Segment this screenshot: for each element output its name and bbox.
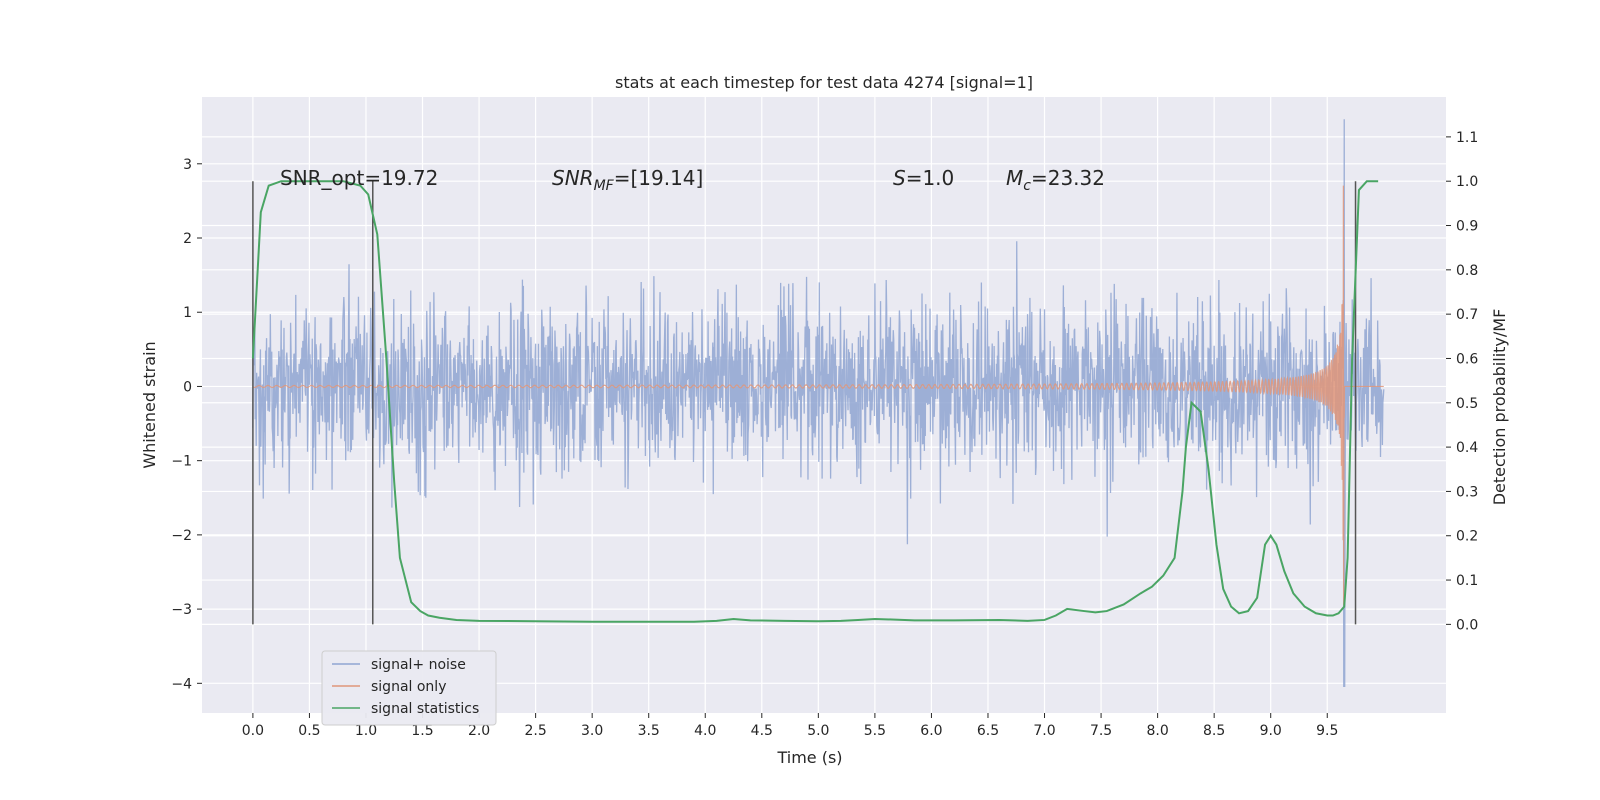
- y-tick-label-right: 0.2: [1456, 529, 1478, 545]
- x-tick-label: 1.5: [411, 723, 433, 739]
- annotations: SNR_opt=19.72 SNRMF=[19.14] S=1.0 Mc=23.…: [280, 166, 1105, 194]
- x-axis-label: Time (s): [776, 748, 842, 767]
- y-tick-label-right: 0.5: [1456, 396, 1478, 412]
- y-tick-label-right: 0.0: [1456, 617, 1478, 633]
- x-tick-label: 3.5: [638, 723, 660, 739]
- x-tick-label: 4.0: [694, 723, 716, 739]
- x-tick-label: 9.5: [1316, 723, 1338, 739]
- y-tick-label-left: 0: [183, 379, 192, 395]
- x-tick-label: 0.5: [298, 723, 320, 739]
- data-layer: [251, 119, 1385, 688]
- x-tick-label: 4.5: [751, 723, 773, 739]
- legend-box: [321, 650, 497, 726]
- y-tick-label-left: 3: [183, 157, 192, 173]
- y-tick-label-left: 2: [183, 231, 192, 247]
- legend-label-signal-statistics: signal statistics: [371, 701, 479, 717]
- y-tick-label-left: −2: [171, 528, 192, 544]
- x-tick-label: 7.5: [1090, 723, 1112, 739]
- x-tick-label: 6.5: [977, 723, 999, 739]
- y-tick-label-right: 0.7: [1456, 307, 1478, 323]
- x-tick-label: 6.0: [920, 723, 942, 739]
- x-tick-label: 2.5: [524, 723, 546, 739]
- x-tick-label: 8.0: [1146, 723, 1168, 739]
- y-tick-label-right: 0.1: [1456, 573, 1478, 589]
- y-tick-label-left: 1: [183, 305, 192, 321]
- signal-only-series: [252, 185, 1384, 606]
- y-tick-label-left: −4: [171, 676, 192, 692]
- annotation-snr-mf-label: SNR: [552, 166, 594, 190]
- x-tick-label: 3.0: [581, 723, 603, 739]
- legend: signal+ noise signal only signal statist…: [321, 650, 497, 726]
- y-tick-label-right: 0.9: [1456, 219, 1478, 235]
- annotation-snr-mf-sub: MF: [594, 178, 615, 194]
- annotation-snr-mf-value: =[19.14]: [614, 166, 704, 190]
- signal-only-line: [252, 185, 1384, 606]
- y-axis-label-right: Detection probability/MF: [1490, 309, 1509, 506]
- x-tick-label: 5.0: [807, 723, 829, 739]
- y-tick-label-left: −3: [171, 602, 192, 618]
- y-tick-label-right: 0.8: [1456, 263, 1478, 279]
- annotation-mc-value: =23.32: [1031, 166, 1105, 190]
- annotation-snr-opt: SNR_opt=19.72: [280, 166, 438, 190]
- y-tick-label-right: 0.6: [1456, 351, 1478, 367]
- legend-label-signal-noise: signal+ noise: [371, 657, 466, 673]
- x-tick-label: 2.0: [468, 723, 490, 739]
- x-tick-label: 7.0: [1033, 723, 1055, 739]
- legend-label-signal-only: signal only: [371, 679, 446, 695]
- signal-statistics-line: [251, 180, 1379, 623]
- x-tick-label: 1.0: [355, 723, 377, 739]
- noise-series: [252, 119, 1385, 688]
- signal-statistics-series: [251, 180, 1379, 623]
- y-tick-label-right: 0.4: [1456, 440, 1478, 456]
- annotation-s-label: S: [893, 166, 906, 190]
- y-tick-label-left: −1: [171, 454, 192, 470]
- axis-layer: 0.0 0.5 1.0 1.5 2.0 2.5 3.0 3.5 4.0 4.5 5.0 5.5 6.0 6…: [171, 130, 1478, 739]
- x-tick-label: 5.5: [864, 723, 886, 739]
- y-axis-label-left: Whitened strain: [140, 341, 159, 468]
- y-tick-label-right: 0.3: [1456, 484, 1478, 500]
- y-tick-label-right: 1.0: [1456, 174, 1478, 190]
- annotation-mc-sub: c: [1023, 178, 1031, 194]
- annotation-s: S=1.0: [893, 166, 954, 190]
- x-tick-label: 0.0: [242, 723, 264, 739]
- annotation-mc: Mc=23.32: [1006, 166, 1105, 194]
- x-tick-label: 9.0: [1260, 723, 1282, 739]
- y-tick-label-right: 1.1: [1456, 130, 1478, 146]
- annotation-snr-mf: SNRMF=[19.14]: [552, 166, 703, 194]
- annotation-s-value: =1.0: [906, 166, 955, 190]
- signal-noise-line: [252, 119, 1385, 688]
- x-tick-label: 8.5: [1203, 723, 1225, 739]
- chart-title: stats at each timestep for test data 427…: [615, 73, 1033, 92]
- annotation-mc-label: M: [1006, 166, 1023, 190]
